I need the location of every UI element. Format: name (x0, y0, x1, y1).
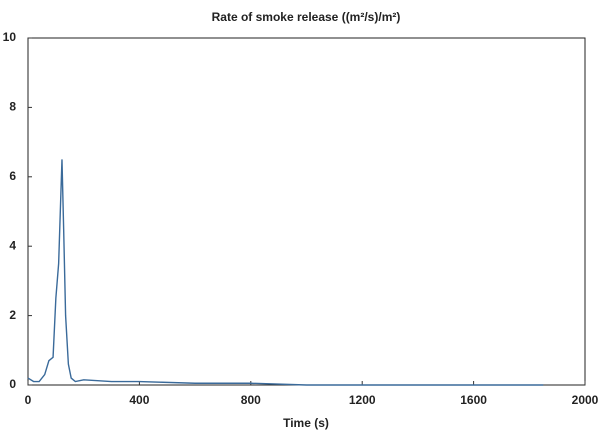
y-tick-label: 4 (9, 238, 16, 252)
y-tick-label: 10 (3, 30, 17, 44)
y-tick-label: 0 (9, 377, 16, 391)
x-tick-label: 1200 (349, 393, 376, 407)
y-tick-label: 2 (9, 308, 16, 322)
data-line (27, 159, 544, 386)
x-tick-label: 1600 (460, 393, 487, 407)
plot-frame (27, 37, 586, 386)
x-tick-label: 2000 (572, 393, 599, 407)
y-tick-label: 6 (9, 169, 16, 183)
y-tick-label: 8 (9, 100, 16, 114)
x-tick-label: 800 (241, 393, 261, 407)
x-tick-label: 0 (25, 393, 32, 407)
x-tick-label: 400 (129, 393, 149, 407)
chart-title: Rate of smoke release ((m²/s)/m²) (212, 10, 401, 24)
x-axis-label: Time (s) (283, 416, 329, 430)
